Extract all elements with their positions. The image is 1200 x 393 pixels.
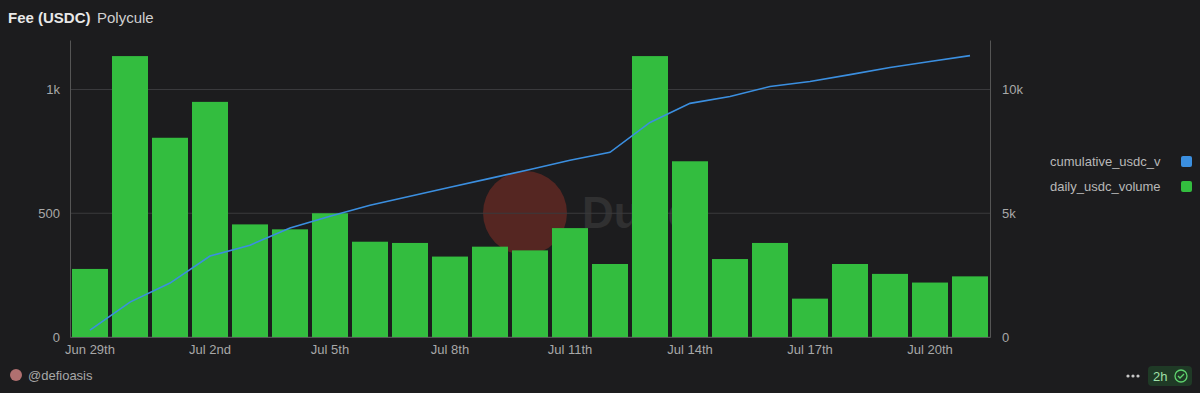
legend: cumulative_usdc_v daily_usdc_volume (1050, 154, 1192, 194)
tick: Jul 14th (667, 342, 713, 357)
tick-label: Jun 29th (65, 342, 115, 357)
menu-dot (1136, 374, 1139, 377)
bar (192, 102, 228, 337)
tick-label: 0 (53, 330, 60, 345)
author: @defioasis (28, 368, 93, 383)
y-axis: 0 500 1k (38, 41, 70, 345)
bar (632, 56, 668, 337)
grid (70, 90, 990, 338)
tick-label: Jul 8th (431, 342, 469, 357)
tick: 0 (990, 330, 1009, 345)
tick: Jul 11th (548, 342, 593, 357)
line (90, 56, 970, 330)
axis-line (70, 41, 71, 338)
bar (392, 243, 428, 337)
bar (312, 213, 348, 337)
tick: Jul 17th (787, 342, 833, 357)
tick-label: 0 (1002, 330, 1009, 345)
tick-label: Jul 2nd (189, 342, 231, 357)
tick-label: 5k (1002, 206, 1016, 221)
menu-dot (1131, 374, 1134, 377)
chart: DuneFee (USDC)PolyculeJun 29thJul 2ndJul… (0, 0, 1200, 393)
bar (432, 257, 468, 337)
grid-line (70, 89, 990, 90)
bar (352, 242, 388, 337)
tick-label: Jul 14th (667, 342, 713, 357)
bar (72, 269, 108, 337)
bar (472, 247, 508, 337)
axis-line (71, 337, 991, 338)
bar (952, 276, 988, 337)
bar (832, 264, 868, 337)
tick: Jul 8th (431, 342, 469, 357)
status-badge (1148, 366, 1192, 386)
bar (512, 250, 548, 337)
tick-label: 10k (1002, 82, 1023, 97)
legend-label: cumulative_usdc_v (1050, 154, 1161, 169)
bar (672, 161, 708, 337)
bar (912, 283, 948, 337)
plot-area (72, 56, 988, 337)
tick-label: Jul 5th (311, 342, 349, 357)
bar (792, 299, 828, 337)
legend-label: daily_usdc_volume (1050, 179, 1161, 194)
tick-label: Jul 20th (907, 342, 953, 357)
subtitle: Polycule (97, 9, 154, 26)
tick: 1k (46, 82, 70, 97)
tick: Jul 2nd (189, 342, 231, 357)
tick: Jul 20th (907, 342, 953, 357)
y2-axis: 0 5k 10k (990, 41, 1023, 345)
tick: 0 (53, 330, 70, 345)
tick-label: 500 (38, 206, 60, 221)
tick: 5k (990, 206, 1016, 221)
check-icon (1175, 370, 1187, 382)
bar (552, 228, 588, 337)
avatar (10, 369, 22, 381)
bar (232, 224, 268, 337)
bar (592, 264, 628, 337)
tick-label: Jul 11th (548, 342, 593, 357)
title: Fee (USDC) (8, 9, 91, 26)
bar (112, 56, 148, 337)
tick: Jun 29th (65, 342, 115, 357)
tick: 500 (38, 206, 70, 221)
axis-line (990, 41, 991, 338)
bar (712, 259, 748, 337)
x-axis: Jun 29th Jul 2nd Jul 5th Jul 8th Jul 11th Jul… (65, 338, 990, 358)
bar (272, 229, 308, 337)
title-group: Fee (USDC) Polycule (8, 9, 154, 26)
bar (752, 243, 788, 337)
legend-swatch (1181, 156, 1192, 167)
bar (152, 138, 188, 337)
check-mark (1178, 374, 1184, 378)
footer: @defioasis 2h (10, 366, 1192, 386)
bar (872, 274, 908, 337)
legend-swatch (1181, 181, 1192, 192)
tick: Jul 5th (311, 342, 349, 357)
tick-label: 1k (46, 82, 60, 97)
menu-dot (1126, 374, 1129, 377)
tick: 10k (990, 82, 1023, 97)
tick-label: Jul 17th (787, 342, 833, 357)
age: 2h (1153, 369, 1167, 384)
